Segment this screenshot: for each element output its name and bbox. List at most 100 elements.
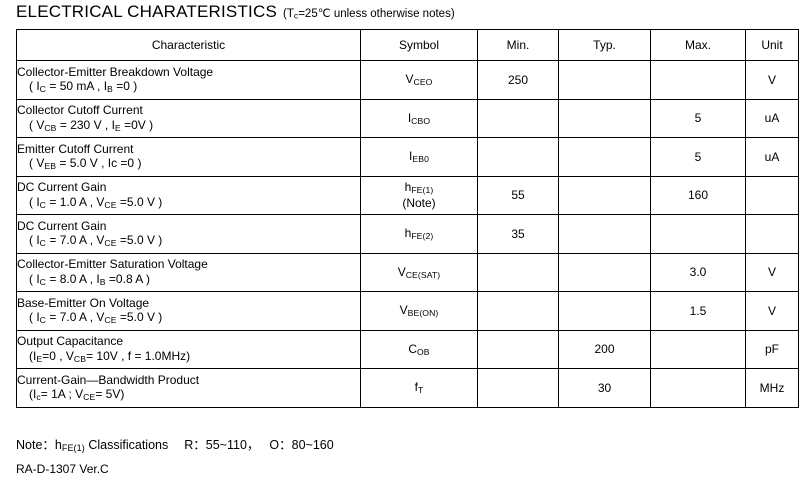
characteristic-name: DC Current Gain [17,218,107,233]
symbol-base: V [399,303,408,318]
cond-part-c: =0 ) [112,79,138,94]
symbol-base: I [409,149,413,164]
symbol-subscript: FE(1) [411,185,434,196]
cell-symbol: ICBO [360,98,478,138]
test-condition-note: (Tc=25℃ unless otherwise notes) [283,6,455,21]
cond-sub-1: CB [44,122,57,133]
cell-min [477,137,559,177]
cell-unit: pF [745,329,799,369]
cond-part-a: ( V [29,156,45,171]
characteristic-condition: ( VEB = 5.0 V , Ic =0 ) [17,156,360,172]
cond-sub-1: C [39,84,47,95]
symbol-base: h [404,180,412,195]
cell-min: 55 [477,175,559,215]
cell-symbol: VCEO [360,60,478,100]
cond-sub-2: CE [104,199,117,210]
table-row: DC Current Gain ( IC = 1.0 A , VCE =5.0 … [16,175,799,215]
cell-typ: 30 [558,368,651,408]
cell-unit: V [745,291,799,331]
cond-sub-1: C [39,315,47,326]
cell-characteristic: Collector-Emitter Saturation Voltage ( I… [16,252,361,292]
page-title: ELECTRICAL CHARATERISTICS (Tc=25℃ unless… [16,2,455,22]
cell-unit: V [745,60,799,100]
characteristic-condition: ( VCB = 230 V , IE =0V ) [17,118,360,134]
cell-max: 1.5 [650,291,746,331]
column-header-typ: Typ. [558,29,651,61]
table-row: Emitter Cutoff Current ( VEB = 5.0 V , I… [16,137,799,177]
cell-unit: uA [745,98,799,138]
cell-symbol: VCE(SAT) [360,252,478,292]
cond-part-b: = 5.0 V , Ic =0 ) [56,156,142,171]
cond-sub-1: C [39,276,47,287]
cond-sub-2: B [99,276,106,287]
cond-part-b: = 1.0 A , V [46,194,105,209]
characteristic-condition: (IE=0 , VCB= 10V , f = 1.0MHz) [17,349,360,365]
cell-characteristic: Current-Gain—Bandwidth Product (Ic= 1A ;… [16,368,361,408]
cell-characteristic: DC Current Gain ( IC = 7.0 A , VCE =5.0 … [16,214,361,254]
footnote-symbol-subscript: FE(1) [61,442,85,453]
cell-max [650,368,746,408]
footnote-symbol-base: h [54,438,62,452]
footnote-text: Classifications [84,438,169,452]
cell-unit: V [745,252,799,292]
characteristic-name: Output Capacitance [17,334,124,349]
symbol-base: V [405,72,414,87]
cell-symbol: hFE(1) (Note) [360,175,478,215]
cond-part-b: = 7.0 A , V [46,233,105,248]
cond-sub-1: C [39,238,47,249]
cond-part-b: = 7.0 A , V [46,310,105,325]
symbol-subscript: CBO [411,115,431,126]
condition-prefix: (T [283,8,294,20]
cond-part-b: = 230 V , I [56,117,115,132]
table-header-row: Characteristic Symbol Min. Typ. Max. Uni… [16,29,799,61]
cond-part-a: (I [29,387,37,402]
electrical-characteristics-table-wrap: Characteristic Symbol Min. Typ. Max. Uni… [16,29,799,408]
cell-symbol: COB [360,329,478,369]
cell-min [477,368,559,408]
page-title-text: ELECTRICAL CHARATERISTICS [16,2,277,21]
cond-part-b: =0 , V [42,348,74,363]
cell-characteristic: Collector Cutoff Current ( VCB = 230 V ,… [16,98,361,138]
column-header-min: Min. [477,29,559,61]
cond-sub-2: CE [104,238,117,249]
symbol-base: h [404,226,412,241]
cell-min: 250 [477,60,559,100]
cell-characteristic: DC Current Gain ( IC = 1.0 A , VCE =5.0 … [16,175,361,215]
cell-symbol: hFE(2) [360,214,478,254]
cell-characteristic: Output Capacitance (IE=0 , VCB= 10V , f … [16,329,361,369]
cell-min [477,329,559,369]
cell-symbol: IEB0 [360,137,478,177]
characteristic-name: DC Current Gain [17,180,107,195]
table-row: Current-Gain—Bandwidth Product (Ic= 1A ;… [16,368,799,408]
cell-typ [558,214,651,254]
symbol-base: f [414,380,418,395]
cond-sub-2: CB [73,353,87,364]
cell-max [650,214,746,254]
characteristic-condition: ( IC = 50 mA , IB =0 ) [17,79,360,95]
cond-part-a: ( I [29,271,40,286]
cell-min: 35 [477,214,559,254]
cell-characteristic: Collector-Emitter Breakdown Voltage ( IC… [16,60,361,100]
cell-typ [558,60,651,100]
condition-subscript: c [293,10,299,21]
column-header-symbol: Symbol [360,29,478,61]
cell-typ [558,175,651,215]
cell-typ [558,137,651,177]
symbol-base: V [397,264,406,279]
cell-symbol: VBE(ON) [360,291,478,331]
symbol-subscript: CEO [413,77,433,88]
cond-part-a: ( I [29,310,40,325]
symbol-subscript: FE(2) [411,231,434,242]
cond-sub-1: c [36,392,41,403]
cond-part-b: = 1A ; V [40,387,84,402]
cell-symbol: fT [360,368,478,408]
characteristic-condition: ( IC = 7.0 A , VCE =5.0 V ) [17,310,360,326]
characteristic-name: Collector-Emitter Breakdown Voltage [17,64,214,79]
cond-part-b: = 50 mA , I [46,79,108,94]
cond-sub-2: E [114,122,121,133]
characteristic-condition: ( IC = 1.0 A , VCE =5.0 V ) [17,195,360,211]
table-row: Collector-Emitter Breakdown Voltage ( IC… [16,60,799,100]
document-id: RA-D-1307 Ver.C [16,462,109,476]
cell-unit [745,214,799,254]
